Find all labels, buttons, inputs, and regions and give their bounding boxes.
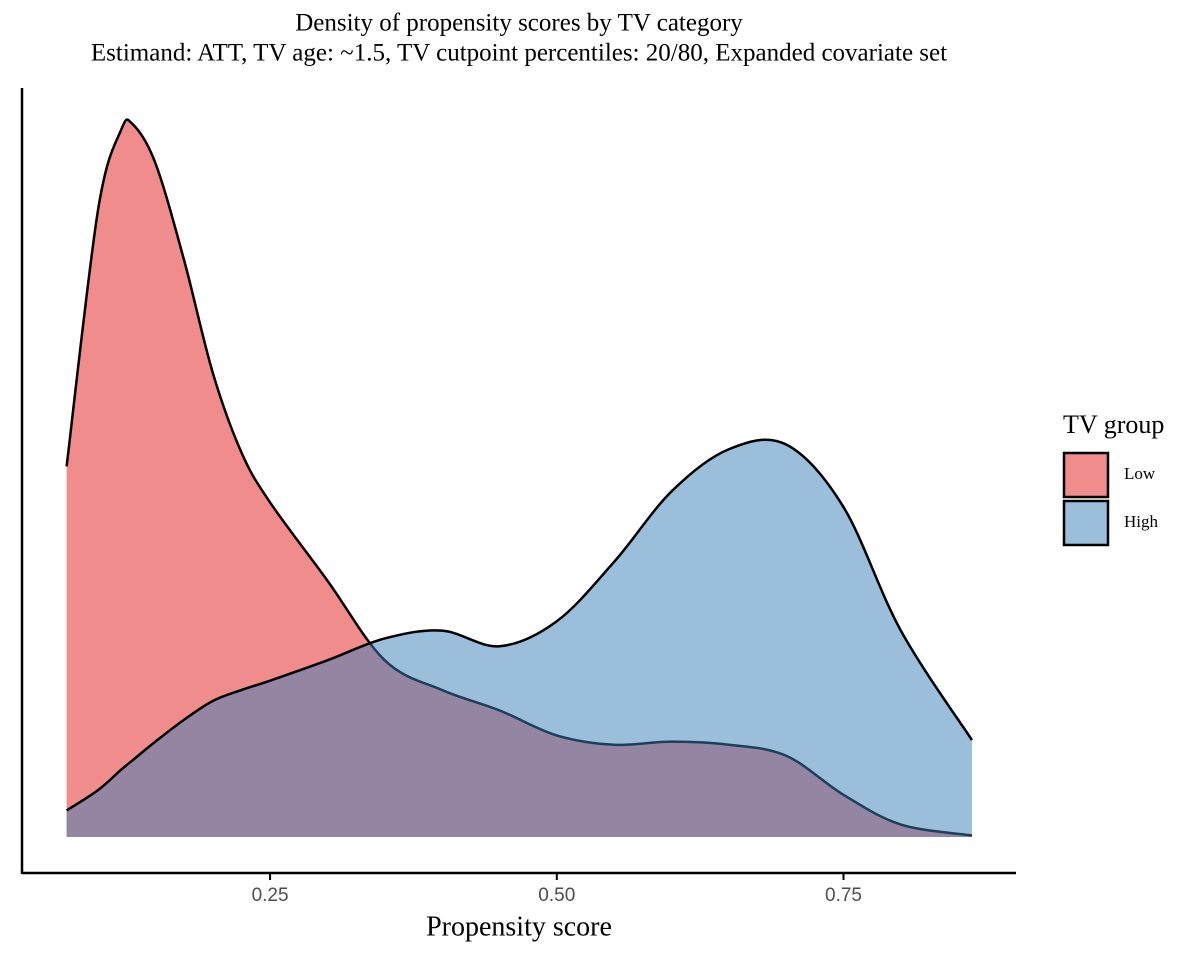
density-area: [66, 119, 972, 838]
chart-title: Density of propensity scores by TV categ…: [295, 10, 743, 37]
x-axis-label: Propensity score: [426, 911, 612, 942]
legend-label: Low: [1124, 464, 1156, 483]
plot-area: [65, 118, 974, 838]
legend-label: High: [1124, 512, 1159, 531]
legend-key: [1062, 499, 1110, 547]
chart-subtitle: Estimand: ATT, TV age: ~1.5, TV cutpoint…: [91, 40, 947, 67]
x-tick-label: 0.75: [825, 885, 862, 906]
x-tick-label: 0.25: [252, 885, 289, 906]
density-area: [66, 439, 972, 838]
legend-key: [1062, 451, 1110, 499]
x-tick-label: 0.50: [538, 885, 575, 906]
density-line: [65, 438, 974, 812]
legend-title: TV group: [1063, 410, 1164, 439]
